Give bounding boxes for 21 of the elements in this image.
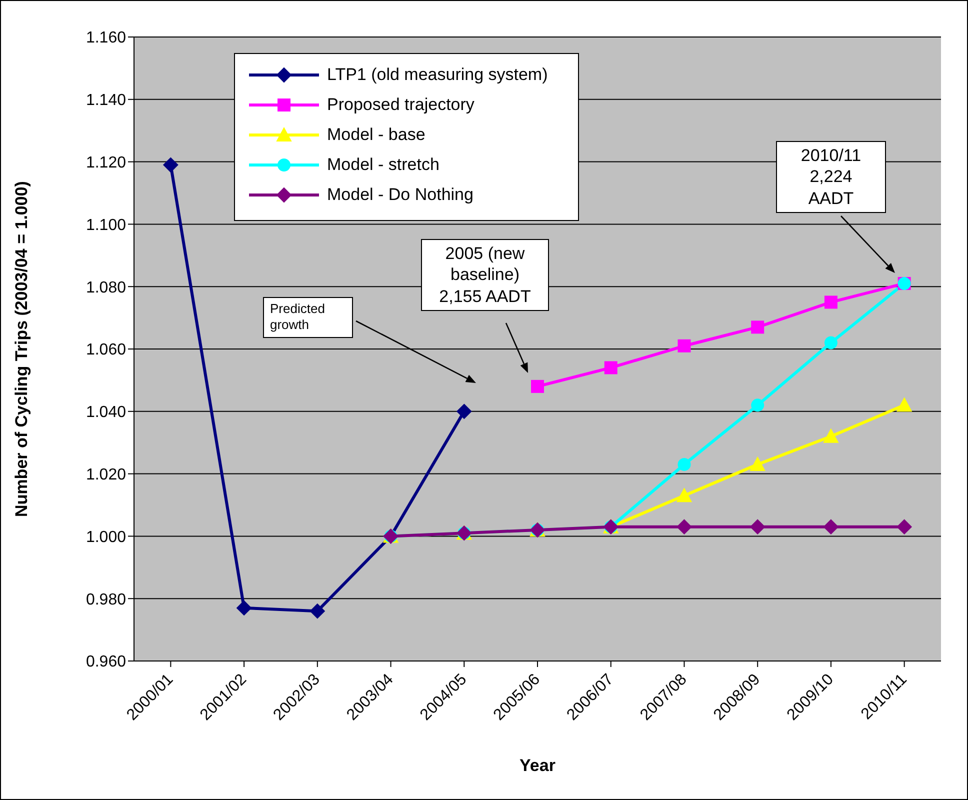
y-tick-label: 1.020 — [86, 466, 126, 484]
text-box: 2005 (new baseline) 2,155 AADT — [421, 239, 549, 311]
y-tick-label: 1.160 — [86, 30, 126, 47]
y-tick-label: 1.000 — [86, 528, 126, 546]
y-tick-label: 1.060 — [86, 342, 126, 359]
y-axis-title: Number of Cycling Trips (2003/04 = 1.000) — [12, 181, 32, 517]
legend-label: Model - stretch — [327, 155, 440, 175]
y-tick-label: 1.080 — [86, 279, 126, 296]
x-axis-title: Year — [520, 756, 556, 775]
y-tick-label: 1.100 — [86, 216, 126, 234]
y-tick-label: 1.140 — [86, 92, 126, 110]
y-tick-label: 0.960 — [86, 654, 126, 671]
y-tick-label: 0.980 — [86, 591, 126, 608]
legend-label: Model - base — [327, 125, 426, 145]
y-tick-label: 1.040 — [86, 404, 126, 422]
text-box: 2010/11 2,224 AADT — [776, 141, 886, 213]
legend-label: Model - Do Nothing — [327, 185, 474, 205]
y-tick-label: 1.120 — [86, 154, 126, 172]
legend-label: LTP1 (old measuring system) — [327, 65, 548, 85]
text-box: Predicted growth — [263, 297, 353, 338]
legend-label: Proposed trajectory — [327, 95, 474, 115]
